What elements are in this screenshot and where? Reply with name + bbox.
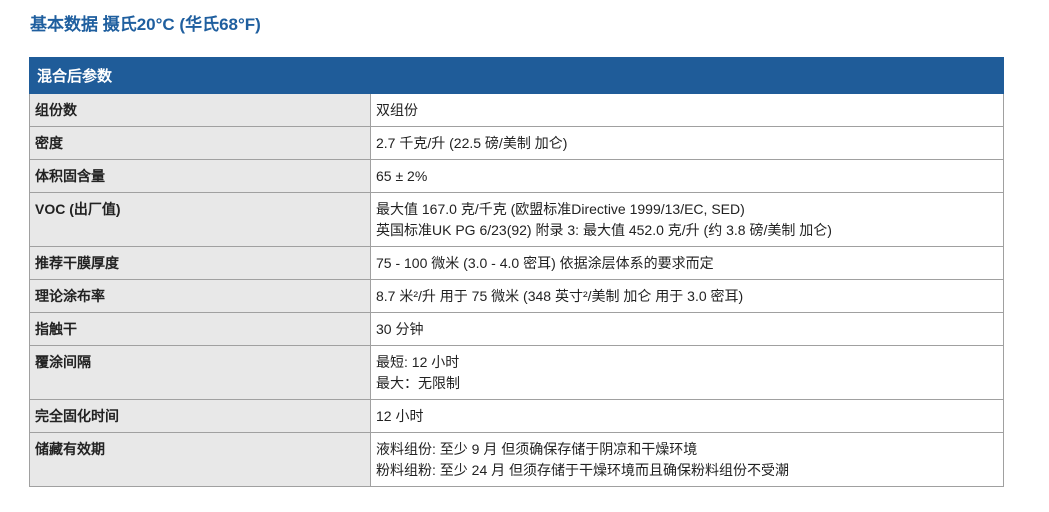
table-row: 密度 2.7 千克/升 (22.5 磅/美制 加仑) [29, 126, 1004, 160]
table-row: 储藏有效期 液料组份: 至少 9 月 但须确保存储于阴凉和干燥环境粉料组粉: 至少… [29, 432, 1004, 487]
row-value: 75 - 100 微米 (3.0 - 4.0 密耳) 依据涂层体系的要求而定 [370, 246, 1004, 280]
row-label: 完全固化时间 [29, 399, 371, 433]
row-value: 12 小时 [370, 399, 1004, 433]
row-label: 密度 [29, 126, 371, 160]
value-line: 2.7 千克/升 (22.5 磅/美制 加仑) [376, 135, 568, 151]
row-value: 2.7 千克/升 (22.5 磅/美制 加仑) [370, 126, 1004, 160]
row-value: 最短: 12 小时 最大：无限制 [370, 345, 1004, 400]
value-line: 双组份 [376, 102, 418, 118]
row-value: 液料组份: 至少 9 月 但须确保存储于阴凉和干燥环境粉料组粉: 至少 24 月… [370, 432, 1004, 487]
row-value: 最大值 167.0 克/千克 (欧盟标准Directive 1999/13/EC… [370, 192, 1004, 247]
row-value: 65 ± 2% [370, 159, 1004, 193]
table-row: 理论涂布率 8.7 米²/升 用于 75 微米 (348 英寸²/美制 加仑 用于… [29, 279, 1004, 313]
value-line: 最大值 167.0 克/千克 (欧盟标准Directive 1999/13/EC… [376, 201, 745, 217]
table-heading: 混合后参数 [29, 57, 1004, 94]
table-row: 体积固含量 65 ± 2% [29, 159, 1004, 193]
value-line: 英国标准UK PG 6/23(92) 附录 3: 最大值 452.0 克/升 (… [376, 222, 832, 238]
table-row: 推荐干膜厚度 75 - 100 微米 (3.0 - 4.0 密耳) 依据涂层体系的… [29, 246, 1004, 280]
value-line: 液料组份: 至少 9 月 但须确保存储于阴凉和干燥环境 [376, 441, 698, 457]
table-row: VOC (出厂值) 最大值 167.0 克/千克 (欧盟标准Directive 1… [29, 192, 1004, 247]
value-line: 粉料组粉: 至少 24 月 但须存储于干燥环境而且确保粉料组份不受潮 [376, 462, 790, 478]
table-row: 组份数 双组份 [29, 93, 1004, 127]
table-body: 组份数 双组份 密度 2.7 千克/升 (22.5 磅/美制 加仑) 体积固含量 65 ±… [29, 93, 1004, 487]
data-table: 混合后参数 组份数 双组份 密度 2.7 千克/升 (22.5 磅/美制 加仑) 体积固… [29, 57, 1004, 487]
row-label: 组份数 [29, 93, 371, 127]
row-label: VOC (出厂值) [29, 192, 371, 247]
value-line: 30 分钟 [376, 321, 424, 337]
table-row: 覆涂间隔 最短: 12 小时 最大：无限制 [29, 345, 1004, 400]
value-line: 8.7 米²/升 用于 75 微米 (348 英寸²/美制 加仑 用于 3.0 … [376, 288, 744, 304]
table-row: 指触干 30 分钟 [29, 312, 1004, 346]
table-header: 混合后参数 [29, 57, 1004, 94]
value-line: 75 - 100 微米 (3.0 - 4.0 密耳) 依据涂层体系的要求而定 [376, 255, 714, 271]
row-label: 储藏有效期 [29, 432, 371, 487]
value-line: 12 小时 [376, 408, 424, 424]
row-label: 推荐干膜厚度 [29, 246, 371, 280]
value-line: 65 ± 2% [376, 168, 428, 184]
row-label: 指触干 [29, 312, 371, 346]
row-label: 体积固含量 [29, 159, 371, 193]
value-line: 最短: 12 小时 [376, 354, 460, 370]
row-label: 理论涂布率 [29, 279, 371, 313]
row-value: 30 分钟 [370, 312, 1004, 346]
table-row: 完全固化时间 12 小时 [29, 399, 1004, 433]
row-value: 8.7 米²/升 用于 75 微米 (348 英寸²/美制 加仑 用于 3.0 … [370, 279, 1004, 313]
row-value: 双组份 [370, 93, 1004, 127]
page-title: 基本数据 摄氏20°C (华氏68°F) [30, 15, 261, 34]
value-line: 最大：无限制 [376, 375, 460, 391]
row-label: 覆涂间隔 [29, 345, 371, 400]
